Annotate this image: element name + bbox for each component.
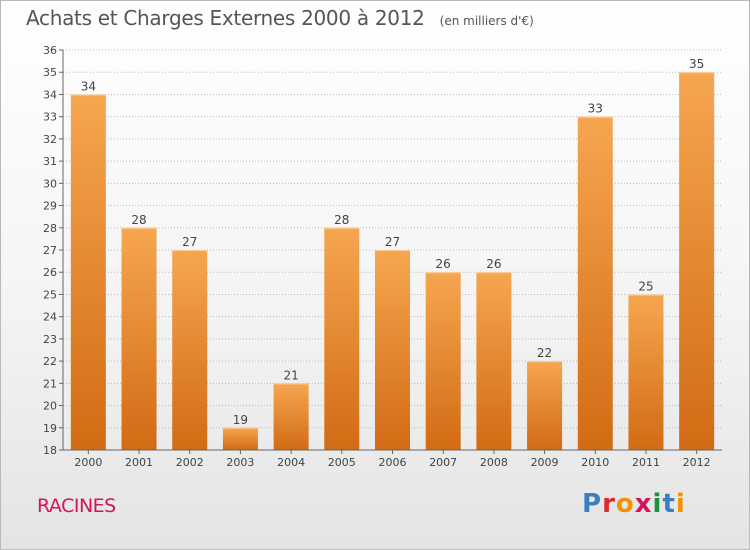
bar-value-label: 21 <box>283 368 298 382</box>
bar-value-label: 28 <box>131 213 146 227</box>
bar-value-label: 25 <box>638 279 653 293</box>
y-tick-label: 23 <box>43 333 57 346</box>
proxiti-logo[interactable]: Proxiti <box>582 489 686 519</box>
y-tick-label: 22 <box>43 355 57 368</box>
x-tick-label: 2008 <box>480 456 508 469</box>
y-tick-label: 31 <box>43 155 57 168</box>
bar-value-label: 26 <box>486 257 501 271</box>
y-tick-label: 29 <box>43 200 57 213</box>
chart-title: Achats et Charges Externes 2000 à 2012 <box>26 6 425 30</box>
x-tick-label: 2010 <box>581 456 609 469</box>
unit-note: (en milliers d'€) <box>439 14 534 28</box>
y-tick-label: 25 <box>43 288 57 301</box>
x-tick-label: 2009 <box>531 456 559 469</box>
y-tick-label: 19 <box>43 422 57 435</box>
y-tick-label: 34 <box>43 88 57 101</box>
y-tick-label: 30 <box>43 177 57 190</box>
bar <box>70 94 106 450</box>
bar <box>324 227 360 450</box>
bar-value-label: 33 <box>588 102 603 116</box>
y-tick-label: 28 <box>43 222 57 235</box>
logo-letter: i <box>652 489 663 519</box>
bar <box>222 427 258 450</box>
x-tick-label: 2005 <box>328 456 356 469</box>
logo-letter: t <box>662 489 676 519</box>
y-tick-label: 21 <box>43 377 57 390</box>
bar-value-label: 27 <box>182 235 197 249</box>
commune-name: RACINES <box>37 495 116 517</box>
y-tick-label: 32 <box>43 133 57 146</box>
x-tick-label: 2002 <box>176 456 204 469</box>
y-tick-label: 35 <box>43 66 57 79</box>
bar <box>628 294 664 450</box>
bar <box>172 250 208 450</box>
bar <box>527 361 563 450</box>
bar <box>273 383 309 450</box>
bar <box>679 72 715 450</box>
bar-value-label: 27 <box>385 235 400 249</box>
bars <box>70 72 715 451</box>
bar-value-label: 35 <box>689 57 704 71</box>
y-tick-label: 27 <box>43 244 57 257</box>
x-tick-label: 2003 <box>226 456 254 469</box>
logo-letter: o <box>615 489 635 519</box>
axes <box>59 49 722 454</box>
x-tick-label: 2007 <box>429 456 457 469</box>
bar-value-label: 19 <box>233 413 248 427</box>
x-tick-label: 2004 <box>277 456 305 469</box>
x-tick-label: 2012 <box>683 456 711 469</box>
logo-letter: x <box>634 489 653 519</box>
x-tick-label: 2006 <box>379 456 407 469</box>
y-tick-label: 33 <box>43 111 57 124</box>
bar <box>121 227 157 450</box>
x-tick-label: 2000 <box>74 456 102 469</box>
bar-value-label: 28 <box>334 213 349 227</box>
y-tick-label: 18 <box>43 444 57 457</box>
bar <box>577 116 613 451</box>
x-tick-label: 2011 <box>632 456 660 469</box>
title-row: Achats et Charges Externes 2000 à 2012 (… <box>26 6 534 30</box>
y-tick-label: 36 <box>43 44 57 57</box>
bar <box>425 272 461 450</box>
bar-value-label: 22 <box>537 346 552 360</box>
logo-letter: P <box>582 489 603 519</box>
logo-letter: i <box>675 489 686 519</box>
logo-letter: r <box>602 489 616 519</box>
y-tick-label: 24 <box>43 311 57 324</box>
x-tick-label: 2001 <box>125 456 153 469</box>
bar <box>375 250 410 450</box>
bar <box>476 272 512 450</box>
y-tick-label: 20 <box>43 400 57 413</box>
labels: 18 19 20 21 22 23 24 25 26 27 28 29 30 31 32 33 34 35 36 34… <box>43 44 711 469</box>
bar-value-label: 26 <box>436 257 451 271</box>
y-tick-label: 26 <box>43 266 57 279</box>
bar-value-label: 34 <box>81 79 96 93</box>
